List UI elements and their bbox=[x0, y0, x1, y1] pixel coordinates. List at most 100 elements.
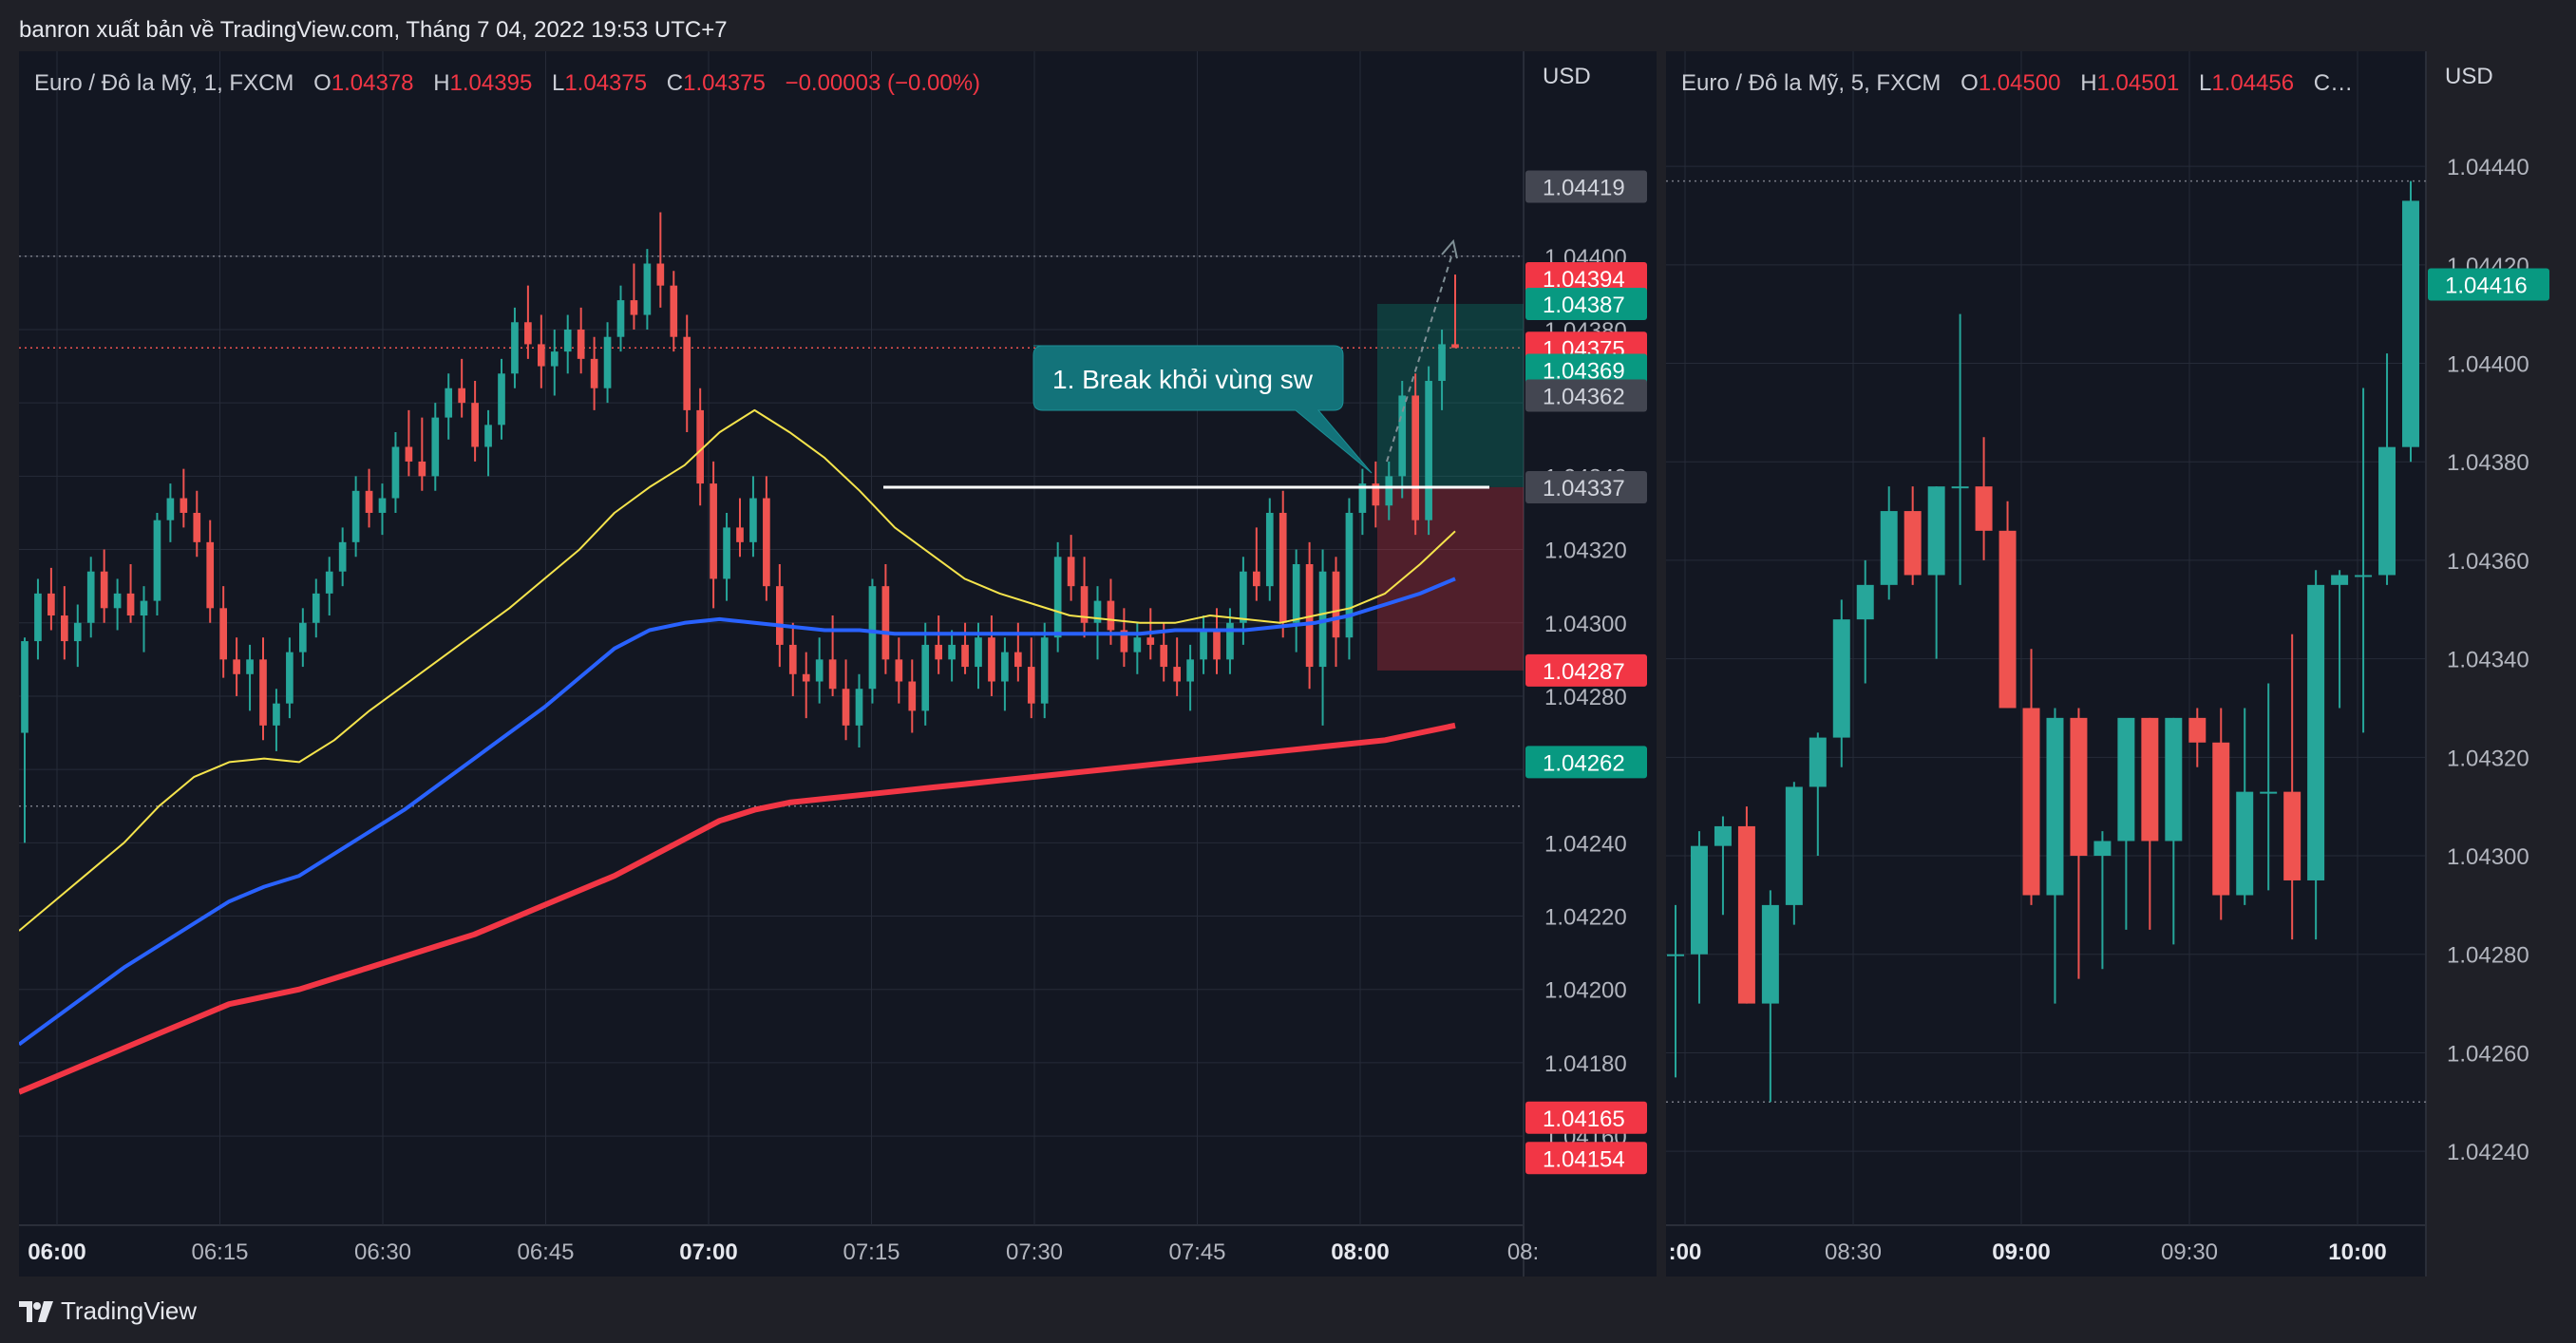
candle-body bbox=[298, 622, 307, 653]
candle-body bbox=[1240, 571, 1247, 623]
candle-body bbox=[815, 659, 824, 682]
candle-body bbox=[1358, 483, 1367, 513]
candle-body bbox=[802, 673, 810, 682]
candle-body bbox=[590, 358, 598, 388]
candle-body bbox=[1027, 667, 1035, 704]
candle-body bbox=[1146, 637, 1155, 645]
candle-body bbox=[1372, 483, 1380, 506]
legend-h-value: 1.04501 bbox=[2096, 70, 2180, 96]
candle-body bbox=[656, 263, 665, 286]
candle-body bbox=[233, 659, 240, 674]
price-badge bbox=[2428, 268, 2549, 301]
candle-body bbox=[1305, 564, 1314, 668]
candle-body bbox=[1345, 512, 1354, 638]
legend-o-label: O bbox=[313, 70, 331, 96]
candle-body bbox=[1107, 600, 1115, 631]
candle-body bbox=[1438, 344, 1446, 382]
candle-body bbox=[2117, 717, 2135, 842]
candle-body bbox=[21, 641, 28, 733]
candle-body bbox=[921, 644, 930, 711]
candle-body bbox=[1856, 584, 1874, 620]
candle-body bbox=[1785, 786, 1803, 905]
candle-body bbox=[286, 652, 294, 704]
candle-body bbox=[2141, 717, 2159, 842]
time-tick-label: 06:30 bbox=[354, 1239, 411, 1265]
time-tick-label: 07:15 bbox=[843, 1239, 900, 1265]
candle-body bbox=[1265, 512, 1274, 587]
chart-panel-1m[interactable]: 1. Break khỏi vùng sw USD 1.04400 1.04380 1.… bbox=[19, 51, 1657, 1277]
candle-body bbox=[935, 644, 943, 660]
chart-5m-svg[interactable]: USD1.044401.044201.044001.043801.043601.… bbox=[1666, 51, 2576, 1277]
time-tick-label: :00 bbox=[1669, 1239, 1702, 1265]
ema-mid-line bbox=[19, 577, 1456, 1047]
price-tick-label: 1.04240 bbox=[1544, 831, 1627, 857]
candle-body bbox=[445, 388, 453, 418]
candle-body bbox=[60, 615, 68, 642]
candle-body bbox=[153, 520, 161, 601]
currency-label: USD bbox=[2445, 64, 2493, 89]
candle-body bbox=[1213, 630, 1221, 660]
candle-body bbox=[948, 644, 956, 660]
candle-body bbox=[2093, 841, 2112, 857]
candle-body bbox=[2165, 717, 2183, 842]
candle-body bbox=[1252, 571, 1260, 587]
price-badge bbox=[1525, 470, 1647, 503]
candle-body bbox=[113, 593, 122, 609]
legend-symbol: Euro / Đô la Mỹ, 5, FXCM bbox=[1681, 70, 1941, 96]
price-badge bbox=[1525, 170, 1647, 203]
price-badge-label: 1.04387 bbox=[1543, 293, 1625, 318]
price-tick-label: 1.04320 bbox=[2447, 746, 2529, 771]
time-tick-label: 08: bbox=[1507, 1239, 1539, 1265]
candle-body bbox=[100, 571, 108, 609]
price-tick-label: 1.04340 bbox=[2447, 648, 2529, 673]
price-badge bbox=[1525, 1101, 1647, 1134]
candle-body bbox=[630, 300, 638, 315]
candle-body bbox=[2283, 791, 2301, 880]
time-tick-label: 06:15 bbox=[191, 1239, 248, 1265]
price-badge bbox=[1525, 287, 1647, 320]
time-tick-label: 08:00 bbox=[1331, 1239, 1389, 1265]
candle-body bbox=[763, 498, 770, 587]
chart-1m-svg[interactable]: 1. Break khỏi vùng swUSD1.044001.043801.… bbox=[19, 51, 1657, 1277]
price-badge bbox=[1525, 1142, 1647, 1175]
candle-body bbox=[1425, 381, 1432, 520]
candle-body bbox=[961, 644, 969, 668]
legend-h-value: 1.04395 bbox=[449, 70, 533, 96]
candle-body bbox=[484, 425, 492, 447]
candle-body bbox=[511, 322, 519, 374]
candle-body bbox=[1160, 644, 1168, 668]
price-badge bbox=[1525, 353, 1647, 387]
candle-body bbox=[988, 637, 995, 682]
candle-body bbox=[1226, 622, 1234, 660]
candle-body bbox=[338, 541, 347, 572]
candle-body bbox=[1690, 845, 1708, 955]
price-tick-label: 1.04240 bbox=[2447, 1140, 2529, 1165]
time-tick-label: 06:45 bbox=[517, 1239, 574, 1265]
candle-body bbox=[391, 446, 400, 499]
price-badge-label: 1.04165 bbox=[1543, 1107, 1625, 1132]
candle-body bbox=[1053, 557, 1062, 638]
candle-body bbox=[855, 689, 863, 726]
candle-body bbox=[736, 527, 744, 542]
candle-body bbox=[524, 322, 532, 345]
legend-o-value: 1.04378 bbox=[331, 70, 414, 96]
candle-body bbox=[975, 637, 982, 668]
currency-label: USD bbox=[1543, 64, 1591, 89]
legend-change: −0.00003 (−0.00%) bbox=[785, 70, 981, 96]
candle-body bbox=[325, 571, 333, 594]
candle-body bbox=[259, 659, 267, 726]
candle-body bbox=[828, 659, 837, 690]
time-tick-label: 07:30 bbox=[1006, 1239, 1063, 1265]
candle-body bbox=[312, 593, 320, 623]
chart-panel-5m[interactable]: USD 1.04440 1.04420 1.04400 1.04380 1.04360 1.… bbox=[1666, 51, 2549, 1277]
legend-l-label: L bbox=[551, 70, 565, 96]
candle-body bbox=[206, 541, 215, 609]
candle-body bbox=[1927, 486, 1945, 576]
candle-body bbox=[2022, 708, 2040, 896]
legend-c-label: C… bbox=[2313, 70, 2354, 96]
candle-body bbox=[616, 300, 625, 337]
candle-body bbox=[1998, 530, 2017, 709]
candle-body bbox=[1186, 659, 1194, 682]
candle-body bbox=[1013, 652, 1022, 668]
legend-5m: Euro / Đô la Mỹ, 5, FXCM O1.04500 H1.045… bbox=[1681, 70, 2353, 97]
